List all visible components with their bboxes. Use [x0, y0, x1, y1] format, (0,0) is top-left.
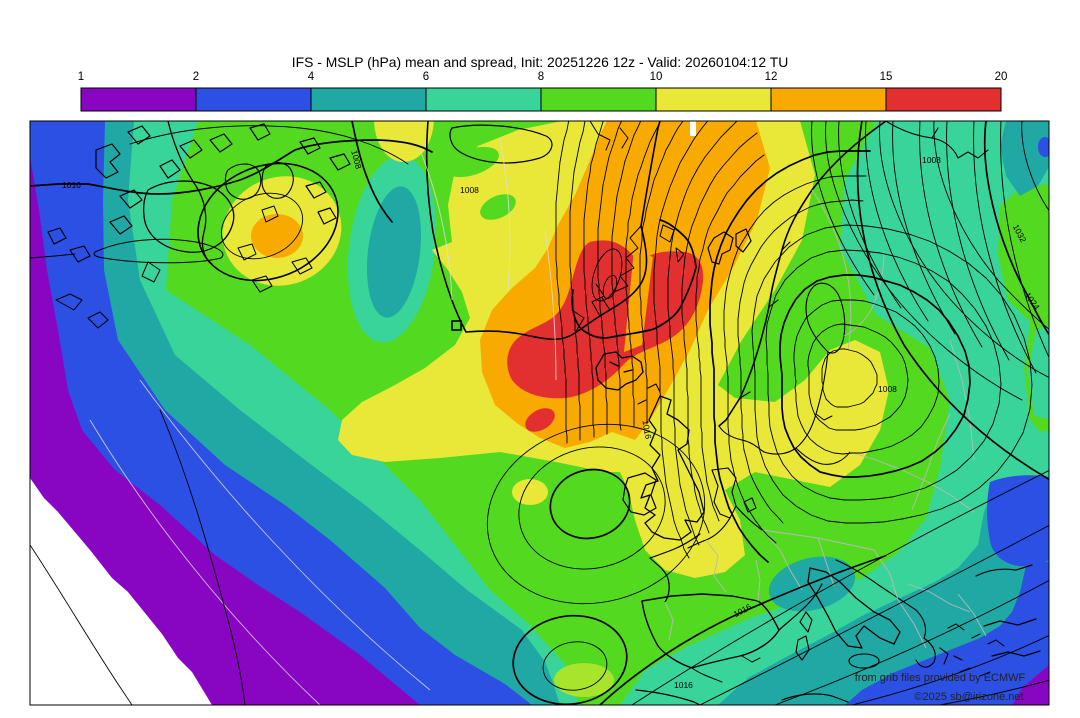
svg-text:12: 12 [765, 71, 778, 83]
svg-text:from grib files provided by EC: from grib files provided by ECMWF [855, 672, 1026, 684]
svg-text:1008: 1008 [922, 155, 941, 165]
svg-text:1008: 1008 [878, 384, 897, 394]
svg-text:IFS - MSLP (hPa) mean and spre: IFS - MSLP (hPa) mean and spread, Init: … [292, 54, 789, 70]
svg-text:1016: 1016 [640, 419, 653, 440]
svg-text:1016: 1016 [674, 680, 693, 690]
svg-text:©2025 sb@irizone.net: ©2025 sb@irizone.net [914, 691, 1023, 703]
svg-text:2: 2 [193, 71, 199, 83]
svg-text:20: 20 [995, 71, 1008, 83]
svg-text:6: 6 [423, 71, 429, 83]
svg-text:1: 1 [78, 71, 84, 83]
svg-text:10: 10 [650, 71, 663, 83]
svg-text:8: 8 [538, 71, 544, 83]
svg-text:1016: 1016 [62, 180, 81, 190]
svg-text:15: 15 [880, 71, 893, 83]
svg-text:1008: 1008 [460, 185, 479, 195]
svg-text:1008: 1008 [349, 149, 364, 170]
svg-text:4: 4 [308, 71, 315, 83]
